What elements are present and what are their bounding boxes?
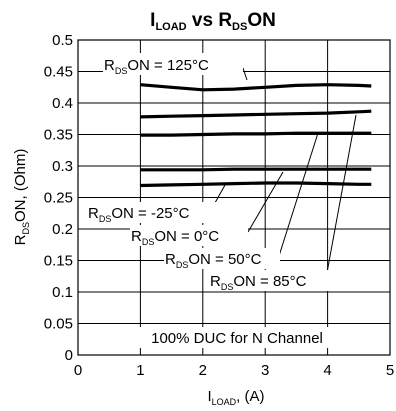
series-lines (140, 83, 372, 188)
note-label: 100% DUC for N Channel (118, 327, 356, 348)
y-tick-label: 0.45 (44, 64, 73, 81)
annotation-leaders (210, 67, 357, 279)
y-tick-label: 0.2 (52, 221, 73, 238)
plot-frame (77, 39, 391, 356)
series-line-4 (140, 109, 372, 119)
y-tick-label: 0.4 (52, 95, 73, 112)
annotation-label-50: RDSON = 50°C (164, 248, 280, 270)
svg-text:RDSON = 0°C: RDSON = 0°C (131, 228, 219, 247)
y-tick-label: 0.35 (44, 127, 73, 144)
y-tick-labels: 0 0.05 0.1 0.15 0.2 0.25 0.3 0.35 0.4 0.45 0.5 (44, 32, 73, 364)
x-tick-label: 3 (261, 362, 269, 379)
x-tick-labels: 0 1 2 3 4 5 (74, 362, 394, 379)
leader-50 (278, 132, 319, 257)
y-tick-label: 0.05 (44, 316, 73, 333)
annotation-label-125: RDSON = 125°C (103, 53, 243, 76)
x-tick-label: 4 (323, 362, 331, 379)
svg-text:100% DUC for N Channel: 100% DUC for N Channel (151, 330, 323, 347)
leader-125 (242, 67, 248, 81)
annotation-label-85: RDSON = 85°C (209, 270, 343, 292)
y-tick-label: 0.1 (52, 284, 73, 301)
y-tick-label: 0.15 (44, 253, 73, 270)
y-tick-label: 0.3 (52, 158, 73, 175)
svg-text:RDSON = 125°C: RDSON = 125°C (104, 57, 209, 76)
annotation-label-0: RDSON = 0°C (130, 225, 248, 247)
series-line-2 (140, 167, 372, 172)
chart-title: ILOAD vs RDSON (150, 10, 276, 33)
grid (77, 39, 391, 356)
svg-text:RDSON = 50°C: RDSON = 50°C (165, 251, 262, 270)
series-line-1 (140, 181, 372, 188)
x-axis-label: ILOAD, (A) (207, 388, 264, 407)
series-line-3 (140, 131, 372, 137)
series-line-5 (140, 83, 372, 92)
svg-text:RDSON = 85°C: RDSON = 85°C (210, 273, 307, 292)
y-axis-label: RDSON, (Ohm) (12, 149, 31, 246)
x-tick-label: 0 (74, 362, 82, 379)
y-tick-label: 0.5 (52, 32, 73, 49)
y-tick-label: 0 (65, 347, 73, 364)
y-tick-label: 0.25 (44, 190, 73, 207)
leader-85 (325, 114, 357, 279)
leader-0 (247, 171, 284, 233)
svg-text:RDSON = -25°C: RDSON = -25°C (88, 205, 190, 224)
x-tick-label: 5 (386, 362, 394, 379)
annotation-label-neg25: RDSON = -25°C (87, 202, 225, 224)
x-tick-label: 2 (199, 362, 207, 379)
x-tick-label: 1 (136, 362, 144, 379)
